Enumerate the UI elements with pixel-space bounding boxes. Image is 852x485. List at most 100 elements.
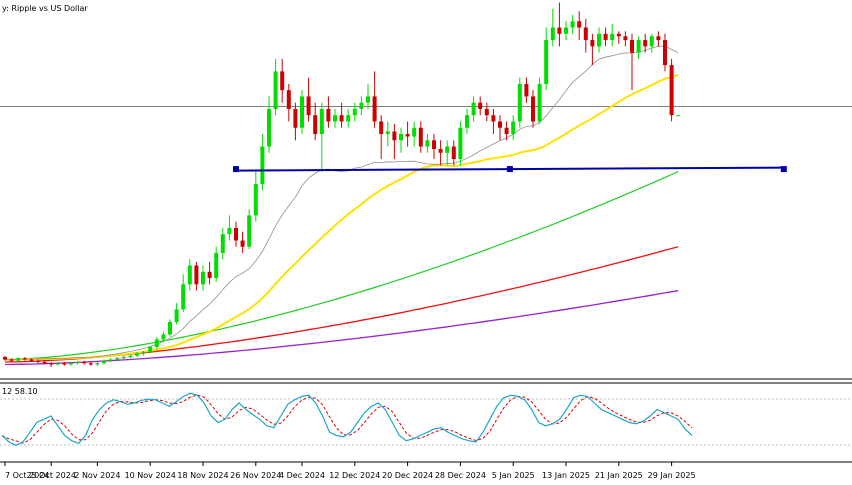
candle-body bbox=[135, 353, 139, 356]
candle-body bbox=[181, 284, 186, 310]
candle-body bbox=[458, 127, 463, 160]
candle-body bbox=[544, 40, 549, 84]
candle-body bbox=[168, 321, 172, 335]
candle-body bbox=[577, 21, 582, 28]
candle-body bbox=[478, 102, 483, 109]
candle-body bbox=[22, 358, 27, 360]
x-tick-label: 2 Nov 2024 bbox=[74, 471, 120, 480]
candle-body bbox=[300, 96, 304, 128]
candle-body bbox=[616, 33, 621, 37]
candle-body bbox=[141, 351, 146, 354]
stoch-main-line bbox=[1, 392, 693, 446]
candle-body bbox=[636, 40, 641, 53]
candle-body bbox=[630, 40, 634, 53]
candle-body bbox=[29, 359, 34, 361]
chart-title: y: Ripple vs US Dollar bbox=[2, 4, 88, 13]
candle-body bbox=[438, 149, 443, 153]
candle-body bbox=[121, 356, 126, 359]
candle-body bbox=[319, 108, 324, 134]
ma-yellow-line bbox=[4, 73, 679, 361]
candle-body bbox=[524, 83, 529, 97]
candle-body bbox=[201, 271, 205, 285]
candle-body bbox=[643, 40, 648, 47]
candle-body bbox=[227, 227, 232, 235]
candle-body bbox=[504, 127, 509, 134]
candle-body bbox=[531, 96, 535, 122]
candle-body bbox=[313, 115, 318, 134]
candle-body bbox=[55, 363, 60, 365]
candle-body bbox=[95, 363, 100, 365]
candle-body bbox=[69, 363, 73, 365]
candle-body bbox=[247, 215, 252, 247]
candle-body bbox=[656, 36, 661, 41]
candle-body bbox=[326, 108, 331, 122]
candle-body bbox=[174, 309, 179, 322]
candle-body bbox=[161, 334, 166, 340]
trendline-anchor[interactable] bbox=[506, 166, 513, 173]
candle-body bbox=[214, 253, 219, 279]
candle-body bbox=[115, 358, 120, 360]
candle-body bbox=[379, 121, 384, 134]
trendline-anchor[interactable] bbox=[780, 166, 787, 173]
x-tick-label: 4 Dec 2024 bbox=[279, 471, 325, 480]
candle-body bbox=[366, 96, 370, 103]
candle-body bbox=[649, 36, 654, 47]
candle-body bbox=[207, 271, 212, 279]
candle-body bbox=[405, 134, 410, 137]
candle-body bbox=[260, 146, 265, 185]
candle-body bbox=[333, 115, 337, 122]
candles-layer bbox=[3, 2, 681, 367]
candle-body bbox=[537, 83, 542, 122]
candle-body bbox=[306, 96, 311, 116]
x-tick-label: 26 Nov 2024 bbox=[230, 471, 281, 480]
ma-gray-line bbox=[4, 45, 679, 361]
candle-body bbox=[570, 21, 575, 28]
x-tick-label: 29 Jan 2025 bbox=[648, 471, 696, 480]
candle-body bbox=[491, 115, 496, 122]
candle-body bbox=[49, 363, 54, 365]
candle-body bbox=[352, 108, 357, 116]
candle-body bbox=[128, 355, 133, 357]
x-tick-label: 5 Jan 2025 bbox=[492, 471, 535, 480]
candle-body bbox=[187, 265, 192, 285]
candle-body bbox=[88, 363, 93, 365]
x-tick-label: 7 Oct 2024 bbox=[5, 471, 49, 480]
candle-body bbox=[293, 108, 298, 128]
x-tick-label: 18 Nov 2024 bbox=[177, 471, 228, 480]
candle-body bbox=[676, 115, 681, 117]
candle-body bbox=[623, 36, 628, 41]
candle-body bbox=[669, 65, 674, 116]
candle-body bbox=[253, 184, 258, 216]
trendline-layer[interactable] bbox=[233, 166, 787, 173]
x-tick-label: 21 Jan 2025 bbox=[595, 471, 643, 480]
candle-body bbox=[445, 146, 450, 153]
candle-body bbox=[418, 127, 423, 147]
candle-body bbox=[9, 359, 14, 361]
candle-body bbox=[564, 27, 568, 34]
candle-body bbox=[42, 361, 47, 364]
candle-body bbox=[590, 40, 595, 47]
candle-body bbox=[339, 115, 344, 122]
candle-body bbox=[62, 363, 67, 365]
candle-body bbox=[498, 121, 502, 128]
candle-body bbox=[399, 134, 403, 141]
candle-body bbox=[557, 27, 562, 34]
trendline-anchor[interactable] bbox=[233, 166, 239, 173]
candle-body bbox=[102, 360, 106, 364]
candle-body bbox=[16, 358, 21, 361]
candle-body bbox=[517, 83, 522, 122]
candle-body bbox=[610, 33, 615, 41]
candle-body bbox=[234, 227, 238, 241]
candle-body bbox=[194, 265, 199, 285]
x-tick-label: 12 Dec 2024 bbox=[329, 471, 380, 480]
candle-body bbox=[36, 360, 40, 362]
candle-body bbox=[346, 115, 351, 122]
candle-body bbox=[280, 71, 285, 91]
x-tick-label: 13 Jan 2025 bbox=[542, 471, 590, 480]
candle-body bbox=[432, 140, 436, 150]
candle-body bbox=[267, 108, 271, 147]
x-tick-label: 25 Oct 2024 bbox=[26, 471, 75, 480]
candle-body bbox=[3, 356, 7, 360]
